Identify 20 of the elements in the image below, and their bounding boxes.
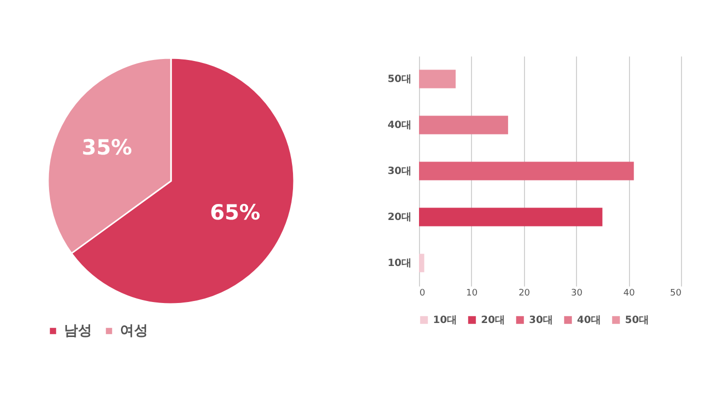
x-tick-label: 40 <box>623 288 636 298</box>
x-tick-label: 10 <box>466 288 478 298</box>
y-tick-label: 40대 <box>388 120 412 131</box>
y-tick-label: 20대 <box>388 212 412 223</box>
x-tick-label: 0 <box>420 288 426 298</box>
legend-label: 여성 <box>120 323 148 339</box>
legend-label: 40대 <box>577 315 601 326</box>
legend-label: 30대 <box>529 315 553 326</box>
legend-label: 50대 <box>625 315 649 326</box>
data-label: 35% <box>82 135 132 160</box>
y-tick-label: 50대 <box>388 74 412 85</box>
x-tick-label: 20 <box>518 288 530 298</box>
x-tick-label: 30 <box>570 288 583 298</box>
data-label: 65% <box>210 200 260 225</box>
legend-label: 10대 <box>433 315 457 326</box>
legend-label: 남성 <box>64 323 92 339</box>
y-tick-label: 30대 <box>388 166 412 177</box>
legend-label: 20대 <box>481 315 505 326</box>
y-tick-label: 10대 <box>388 258 412 269</box>
x-tick-label: 50 <box>670 288 682 298</box>
